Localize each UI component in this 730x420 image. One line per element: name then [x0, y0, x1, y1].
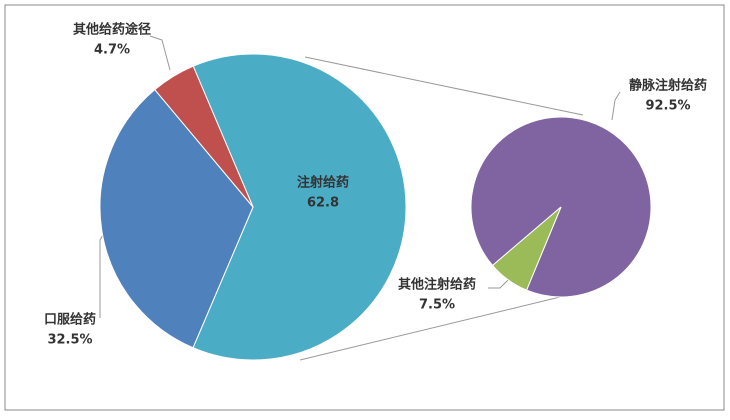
value-label: 32.5%: [47, 333, 92, 348]
slice-label: 静脉注射给药: [629, 78, 707, 94]
slice-label: 其他注射给药: [398, 277, 476, 293]
slice-label: 注射给药: [297, 175, 349, 191]
pie-slice: [154, 65, 254, 208]
leader-line: [488, 277, 511, 289]
value-label: 92.5%: [645, 99, 690, 114]
leader-line: [611, 91, 621, 121]
leader-line: [149, 35, 171, 71]
connector-line: [299, 296, 561, 361]
connector-line: [304, 56, 584, 116]
pie-slice: [99, 88, 254, 349]
value-label: 7.5%: [419, 298, 455, 313]
value-label: 62.8: [307, 196, 339, 211]
slice-label: 口服给药: [44, 312, 96, 328]
value-label: 4.7%: [94, 43, 130, 58]
pie-slice: [192, 53, 407, 361]
slice-label: 其他给药途径: [73, 22, 151, 38]
pie-slice: [491, 206, 562, 291]
